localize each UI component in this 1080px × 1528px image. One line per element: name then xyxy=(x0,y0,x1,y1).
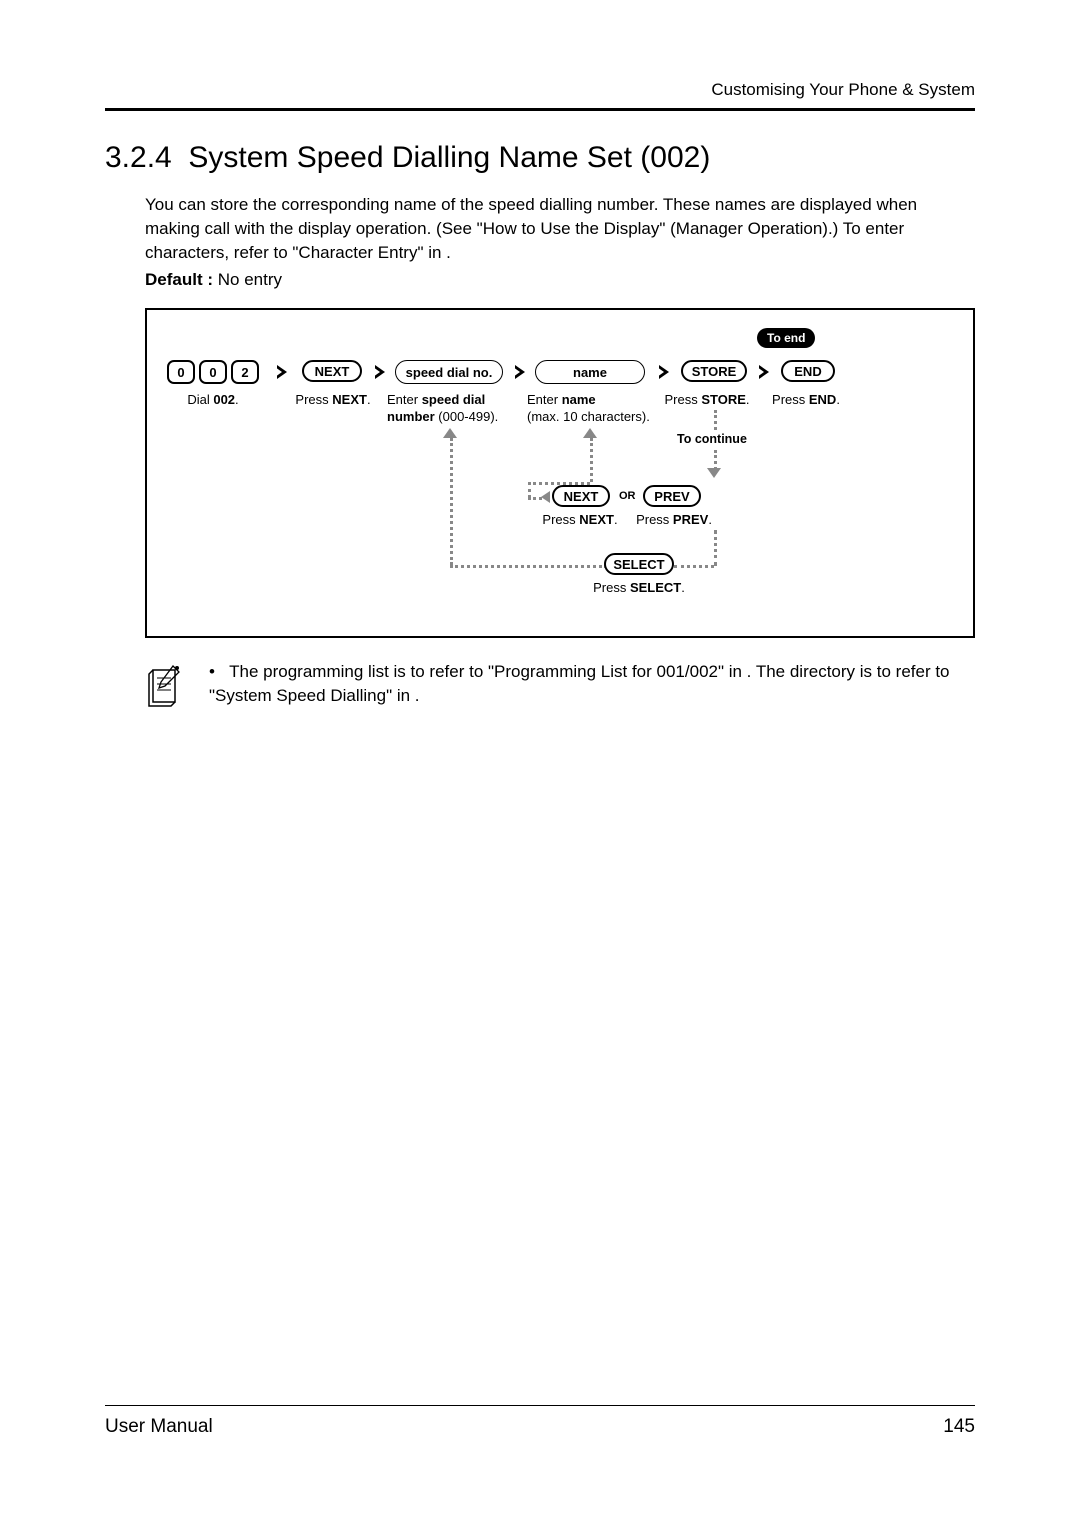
caption-bold: number xyxy=(387,409,435,424)
caption-text: Press xyxy=(636,512,673,527)
footer-left: User Manual xyxy=(105,1416,213,1438)
digit-key-0a: 0 xyxy=(167,360,195,384)
footer-page-number: 145 xyxy=(943,1416,975,1438)
dashed-line xyxy=(450,565,607,568)
caption-bold: STORE xyxy=(701,392,746,407)
arrow-icon xyxy=(515,365,525,379)
caption-bold: name xyxy=(562,392,596,407)
store-button: STORE xyxy=(681,360,747,382)
caption-text: Enter xyxy=(527,392,562,407)
footer-rule xyxy=(105,1405,975,1406)
caption-bold: SELECT xyxy=(630,580,681,595)
name-entry-label: name xyxy=(573,365,607,380)
caption-name: Enter name (max. 10 characters). xyxy=(527,392,667,426)
note-block: • The programming list is to refer to "P… xyxy=(145,660,975,713)
caption-bold: NEXT xyxy=(579,512,614,527)
page-content: Customising Your Phone & System 3.2.4 Sy… xyxy=(105,80,975,713)
arrow-icon xyxy=(759,365,769,379)
prev-button: PREV xyxy=(643,485,701,507)
caption-dial: Dial 002. xyxy=(153,392,273,409)
caption-text: Press xyxy=(295,392,332,407)
dashed-line xyxy=(528,482,590,485)
caption-prev: Press PREV. xyxy=(619,512,729,529)
to-continue-label: To continue xyxy=(677,432,747,446)
select-button: SELECT xyxy=(604,553,674,575)
caption-text: Press xyxy=(664,392,701,407)
caption-text: Press xyxy=(772,392,809,407)
caption-text: Dial xyxy=(187,392,213,407)
dashed-line xyxy=(714,410,717,430)
caption-text: (000-499). xyxy=(435,409,499,424)
caption-bold: PREV xyxy=(673,512,708,527)
dashed-line xyxy=(450,438,453,565)
default-label: Default : xyxy=(145,270,213,289)
caption-bold: END xyxy=(809,392,836,407)
header-rule xyxy=(105,108,975,111)
or-label: OR xyxy=(619,490,636,502)
arrow-icon xyxy=(659,365,669,379)
header-chapter: Customising Your Phone & System xyxy=(105,80,975,100)
section-title-text: System Speed Dialling Name Set (002) xyxy=(188,141,710,174)
dashed-line xyxy=(714,530,717,566)
arrow-icon xyxy=(375,365,385,379)
next-button-1: NEXT xyxy=(302,360,362,382)
notepad-icon xyxy=(145,660,185,713)
dashed-line xyxy=(590,438,593,482)
caption-text: Press xyxy=(593,580,630,595)
end-button: END xyxy=(781,360,835,382)
arrow-up-icon xyxy=(583,428,597,438)
section-heading: 3.2.4 System Speed Dialling Name Set (00… xyxy=(105,141,975,175)
page-footer: User Manual 145 xyxy=(105,1405,975,1438)
note-body: The programming list is to refer to "Pro… xyxy=(209,662,950,705)
flow-diagram: To end 0 0 2 NEXT speed dial no. name ST… xyxy=(145,308,975,638)
arrow-down-icon xyxy=(707,468,721,478)
arrow-up-icon xyxy=(443,428,457,438)
footer-row: User Manual 145 xyxy=(105,1416,975,1438)
dashed-line xyxy=(714,450,717,470)
intro-paragraph: You can store the corresponding name of … xyxy=(145,193,975,264)
caption-text: Enter xyxy=(387,392,422,407)
caption-store: Press STORE. xyxy=(652,392,762,409)
default-value: No entry xyxy=(218,270,282,289)
caption-text: (max. 10 characters). xyxy=(527,409,650,424)
bullet: • xyxy=(209,662,215,681)
caption-end: Press END. xyxy=(751,392,861,409)
section-number: 3.2.4 xyxy=(105,141,172,174)
digit-key-0b: 0 xyxy=(199,360,227,384)
caption-select: Press SELECT. xyxy=(579,580,699,597)
caption-bold: NEXT xyxy=(332,392,367,407)
caption-bold: speed dial xyxy=(422,392,486,407)
caption-speed: Enter speed dial number (000-499). xyxy=(387,392,517,426)
speed-dial-entry: speed dial no. xyxy=(395,360,503,384)
caption-bold: 002 xyxy=(213,392,235,407)
to-end-pill: To end xyxy=(757,328,815,348)
caption-text: Press xyxy=(542,512,579,527)
next-button-2: NEXT xyxy=(552,485,610,507)
note-text: • The programming list is to refer to "P… xyxy=(209,660,975,708)
dashed-line xyxy=(674,565,714,568)
arrow-icon xyxy=(277,365,287,379)
arrow-left-icon xyxy=(541,491,550,503)
name-entry: name xyxy=(535,360,645,384)
default-line: Default : No entry xyxy=(145,270,975,290)
digit-key-2: 2 xyxy=(231,360,259,384)
caption-next: Press NEXT. xyxy=(273,392,393,409)
